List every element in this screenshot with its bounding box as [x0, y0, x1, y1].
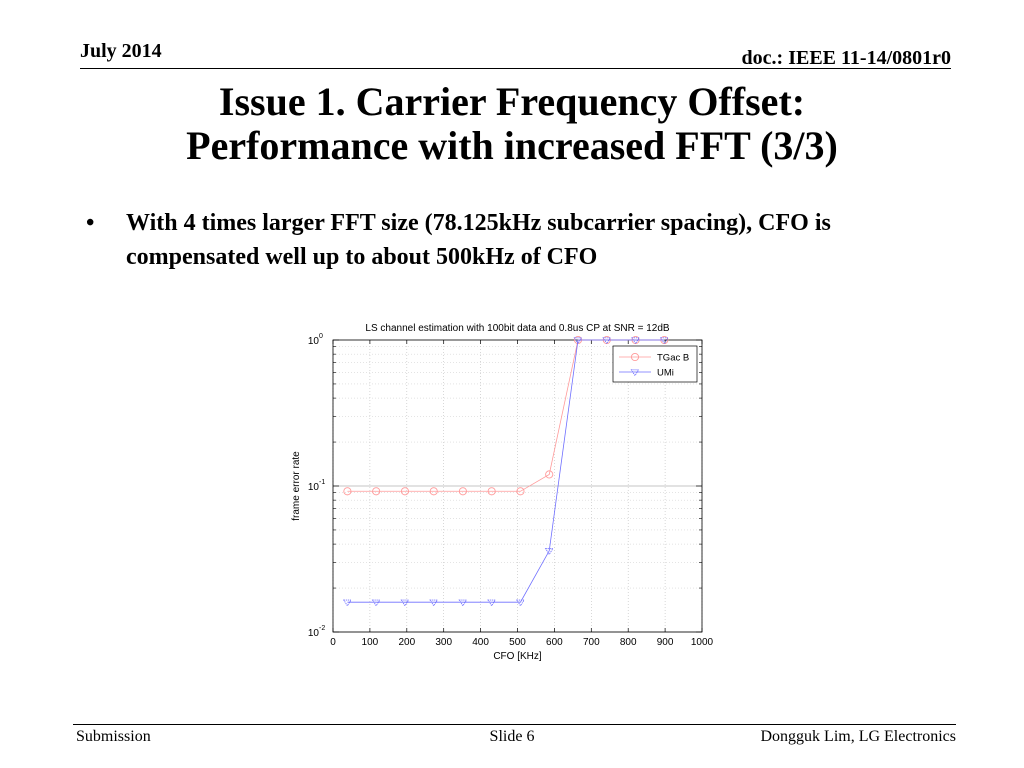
legend-marker-tgac-b	[630, 352, 640, 362]
data-point-umi	[573, 337, 583, 345]
data-point-tgac-b	[343, 487, 352, 496]
x-tick-label: 900	[657, 637, 674, 648]
footer-slide-number: Slide 6	[489, 728, 535, 745]
legend-box	[612, 345, 698, 383]
bullet-marker: •	[86, 210, 95, 236]
fer-chart-svg: 0 100 200 300 400 500 600 700 800 900 100010-210-1…	[291, 323, 714, 662]
legend-label-umi: UMi	[657, 368, 674, 379]
x-axis-label: CFO [KHz]	[493, 651, 542, 662]
data-point-umi	[487, 599, 497, 607]
data-point-tgac-b	[400, 487, 410, 496]
x-tick-label: 200	[398, 637, 415, 648]
bullet-list: • With 4 times larger FFT size (78.125kH…	[86, 206, 946, 274]
bullet-text: With 4 times larger FFT size (78.125kHz …	[126, 210, 831, 270]
footer-left: Submission	[76, 728, 151, 745]
data-point-tgac-b	[458, 487, 467, 496]
slide-title-line-2: Performance with increased FFT (3/3)	[186, 123, 838, 168]
y-tick-label-exponent: -2	[319, 625, 325, 632]
data-point-umi	[659, 337, 669, 345]
x-tick-label: 400	[472, 637, 489, 648]
y-tick-label-exponent: -1	[319, 479, 325, 486]
data-point-tgac-b	[429, 487, 438, 496]
chart-title: LS channel estimation with 100bit data a…	[365, 323, 670, 334]
x-tick-label: 100	[362, 637, 379, 648]
footer-author: Dongguk Lim, LG Electronics	[760, 728, 956, 745]
data-point-umi	[429, 599, 439, 607]
x-tick-label: 0	[330, 637, 336, 648]
legend-label-tgac-b: TGac B	[657, 353, 689, 364]
header-divider	[80, 68, 951, 69]
x-tick-label: 500	[509, 637, 526, 648]
x-tick-label: 1000	[691, 637, 714, 648]
y-tick-label-exponent: 0	[319, 333, 323, 340]
data-point-tgac-b	[372, 487, 381, 496]
y-tick-label-base: 10	[308, 336, 320, 347]
header-date: July 2014	[80, 40, 162, 62]
y-tick-label-base: 10	[308, 628, 320, 639]
x-tick-label: 300	[435, 637, 452, 648]
data-point-umi	[631, 337, 640, 345]
data-point-umi	[458, 599, 468, 607]
data-point-tgac-b	[545, 470, 554, 479]
data-point-tgac-b	[516, 487, 525, 496]
y-axis-label: frame error rate	[291, 451, 302, 521]
data-point-tgac-b	[487, 487, 496, 496]
y-tick-label-base: 10	[308, 482, 320, 493]
fer-chart: 0 100 200 300 400 500 600 700 800 900 1000 10 -2 10 -1…	[282, 314, 722, 670]
data-point-umi	[371, 599, 381, 607]
x-tick-label: 800	[620, 637, 637, 648]
slide-title: Issue 1. Carrier Frequency Offset: Perfo…	[0, 80, 1024, 168]
slide-title-line-1: Issue 1. Carrier Frequency Offset:	[218, 79, 806, 124]
data-point-umi	[400, 599, 410, 607]
x-tick-label: 600	[546, 637, 563, 648]
data-point-umi	[516, 599, 525, 607]
series-line-umi	[347, 339, 665, 603]
header-doc-id: doc.: IEEE 11-14/0801r0	[741, 47, 951, 69]
data-point-umi	[544, 548, 554, 556]
data-point-umi	[342, 599, 352, 607]
x-tick-label: 700	[583, 637, 600, 648]
data-point-umi	[602, 337, 612, 345]
bullet-item: • With 4 times larger FFT size (78.125kH…	[86, 206, 946, 274]
footer-divider	[73, 724, 956, 725]
legend-marker-umi	[630, 369, 640, 377]
